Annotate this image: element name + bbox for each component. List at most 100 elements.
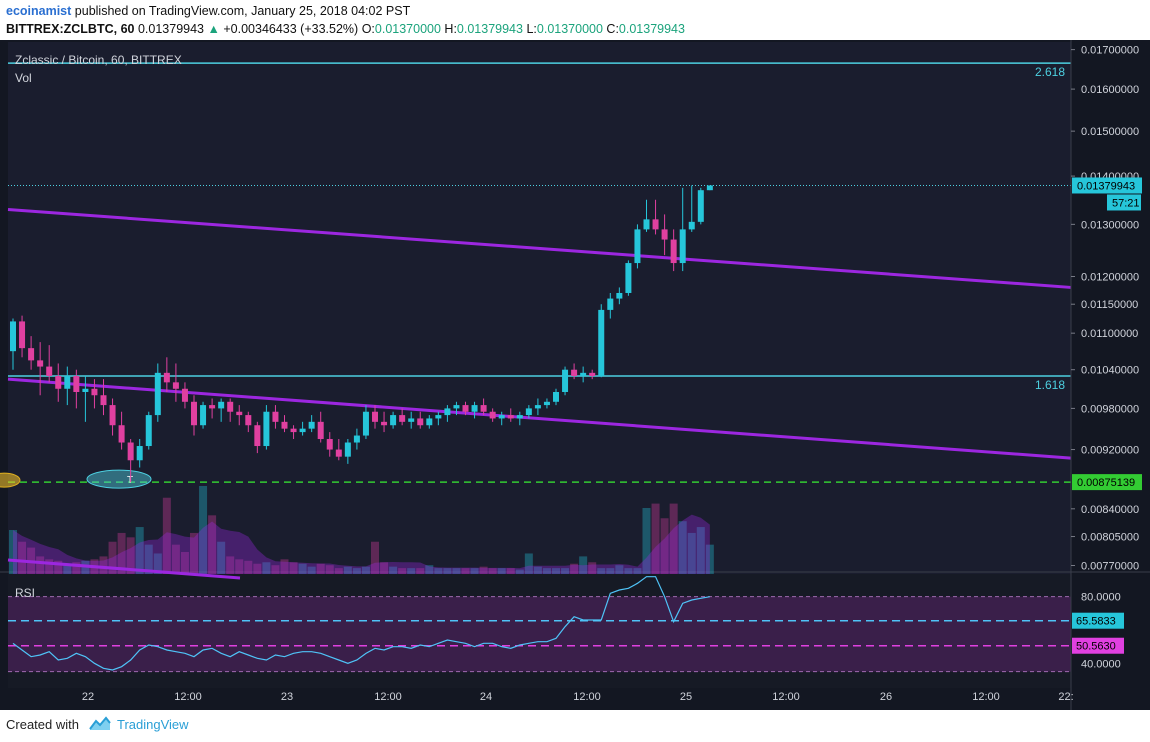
- price-change: +0.00346433 (+33.52%): [223, 22, 359, 36]
- tradingview-brand[interactable]: TradingView: [117, 717, 189, 732]
- x-tick-label: 12:00: [772, 691, 800, 703]
- chart-area[interactable]: 2.618 1.618 T 65.5833 50.5630 80.0000 40.0000…: [0, 40, 1150, 710]
- y-tick-label: 0.01100000: [1081, 328, 1138, 340]
- volume-ma-area: [13, 514, 710, 574]
- candle-body: [534, 405, 541, 409]
- volume-bar: [208, 515, 217, 574]
- volume-bar: [398, 568, 407, 574]
- candle-body: [616, 292, 623, 299]
- volume-bar: [135, 527, 144, 574]
- high-label: H:: [444, 22, 457, 36]
- volume-bar: [515, 569, 524, 574]
- symbol-interval: BITTREX:ZCLBTC, 60: [6, 22, 135, 36]
- low-label: L:: [526, 22, 537, 36]
- volume-bar: [18, 541, 27, 574]
- x-tick-label: 12:00: [374, 691, 402, 703]
- rsi-level-label: 50.5630: [1076, 641, 1116, 653]
- candle-body: [100, 395, 107, 406]
- candle-body: [634, 229, 641, 264]
- candle-body: [381, 421, 388, 426]
- volume-bar: [9, 530, 17, 574]
- candle-body: [28, 348, 35, 361]
- volume-bar: [524, 553, 533, 574]
- candle-body: [661, 229, 668, 240]
- candle-body: [290, 428, 297, 433]
- volume-bar: [289, 562, 298, 574]
- rsi-level-label: 65.5833: [1076, 616, 1116, 628]
- candle-body: [525, 408, 532, 416]
- candle-body: [643, 219, 650, 230]
- axis-layer: 0.017000000.016000000.015000000.01400000…: [82, 40, 1142, 710]
- volume-bar: [606, 568, 615, 574]
- candle-body: [64, 375, 71, 389]
- volume-bar: [280, 559, 289, 574]
- volume-bar: [696, 527, 705, 574]
- candle-body: [317, 421, 324, 440]
- volume-bar: [416, 568, 425, 574]
- candle-body: [679, 229, 686, 264]
- candle-body: [543, 401, 550, 406]
- candle-body: [353, 435, 360, 443]
- volume-bar: [407, 568, 416, 574]
- candle-body: [308, 421, 315, 429]
- volume-bar: [380, 562, 389, 574]
- price-chart[interactable]: 2.618 1.618 T 65.5833 50.5630 80.0000 40.0000…: [0, 40, 1150, 710]
- candle-body: [607, 298, 614, 310]
- candle-body: [19, 321, 26, 349]
- volume-bar: [588, 562, 597, 574]
- close-label: C:: [606, 22, 619, 36]
- candle-body: [589, 372, 596, 376]
- candle-body: [344, 442, 351, 457]
- chart-header: ecoinamist published on TradingView.com,…: [0, 0, 1150, 40]
- candle-body: [272, 411, 279, 422]
- marker-label: T: [127, 475, 133, 486]
- candle-body: [362, 411, 369, 436]
- candle-body: [670, 239, 677, 264]
- volume-bar: [262, 562, 271, 574]
- candle-body: [489, 411, 496, 419]
- x-tick-label: 26: [880, 691, 892, 703]
- author-link[interactable]: ecoinamist: [6, 4, 72, 18]
- support-price-badge: [1072, 474, 1142, 491]
- volume-bar: [217, 541, 226, 574]
- y-tick-label: 0.00805000: [1081, 532, 1139, 544]
- candle-body: [109, 405, 116, 426]
- publish-line: ecoinamist published on TradingView.com,…: [6, 4, 410, 18]
- volume-bar: [144, 544, 153, 574]
- volume-bar: [162, 497, 171, 574]
- volume-bar: [371, 541, 379, 574]
- x-tick-label: 12:00: [972, 691, 1000, 703]
- y-tick-label: 0.01150000: [1081, 299, 1138, 311]
- y-tick-label: 0.01300000: [1081, 219, 1139, 231]
- volume-bar: [561, 568, 570, 574]
- volume-bar: [579, 556, 588, 574]
- y-tick-label: 0.01500000: [1081, 126, 1139, 138]
- candle-body: [55, 375, 62, 389]
- volume-bar: [705, 544, 714, 574]
- candle-body: [426, 418, 433, 426]
- low-value: 0.01370000: [536, 22, 603, 36]
- candle-body: [73, 375, 80, 392]
- high-value: 0.01379943: [456, 22, 523, 36]
- y-tick-label: 0.01700000: [1081, 45, 1139, 57]
- countdown-badge: [1107, 194, 1141, 211]
- candle-body: [399, 415, 406, 422]
- last-price-badge: [1072, 177, 1142, 194]
- candle-body: [254, 425, 261, 447]
- last-price-label: 0.01379943: [1077, 180, 1135, 192]
- candle-body: [598, 309, 605, 376]
- y-tick-label: 0.01200000: [1081, 271, 1139, 283]
- volume-bar: [235, 559, 244, 574]
- volume-bar: [298, 563, 307, 574]
- volume-bar: [253, 563, 262, 574]
- volume-bar: [389, 566, 398, 574]
- volume-bar: [45, 559, 54, 574]
- volume-bar: [63, 563, 72, 574]
- candle-body: [82, 388, 89, 392]
- candle-body: [625, 263, 632, 293]
- candle-body: [181, 388, 188, 402]
- volume-bar: [624, 568, 633, 574]
- volume-bar: [533, 566, 542, 574]
- volume-label: Vol: [15, 71, 32, 85]
- candle-body: [553, 391, 559, 402]
